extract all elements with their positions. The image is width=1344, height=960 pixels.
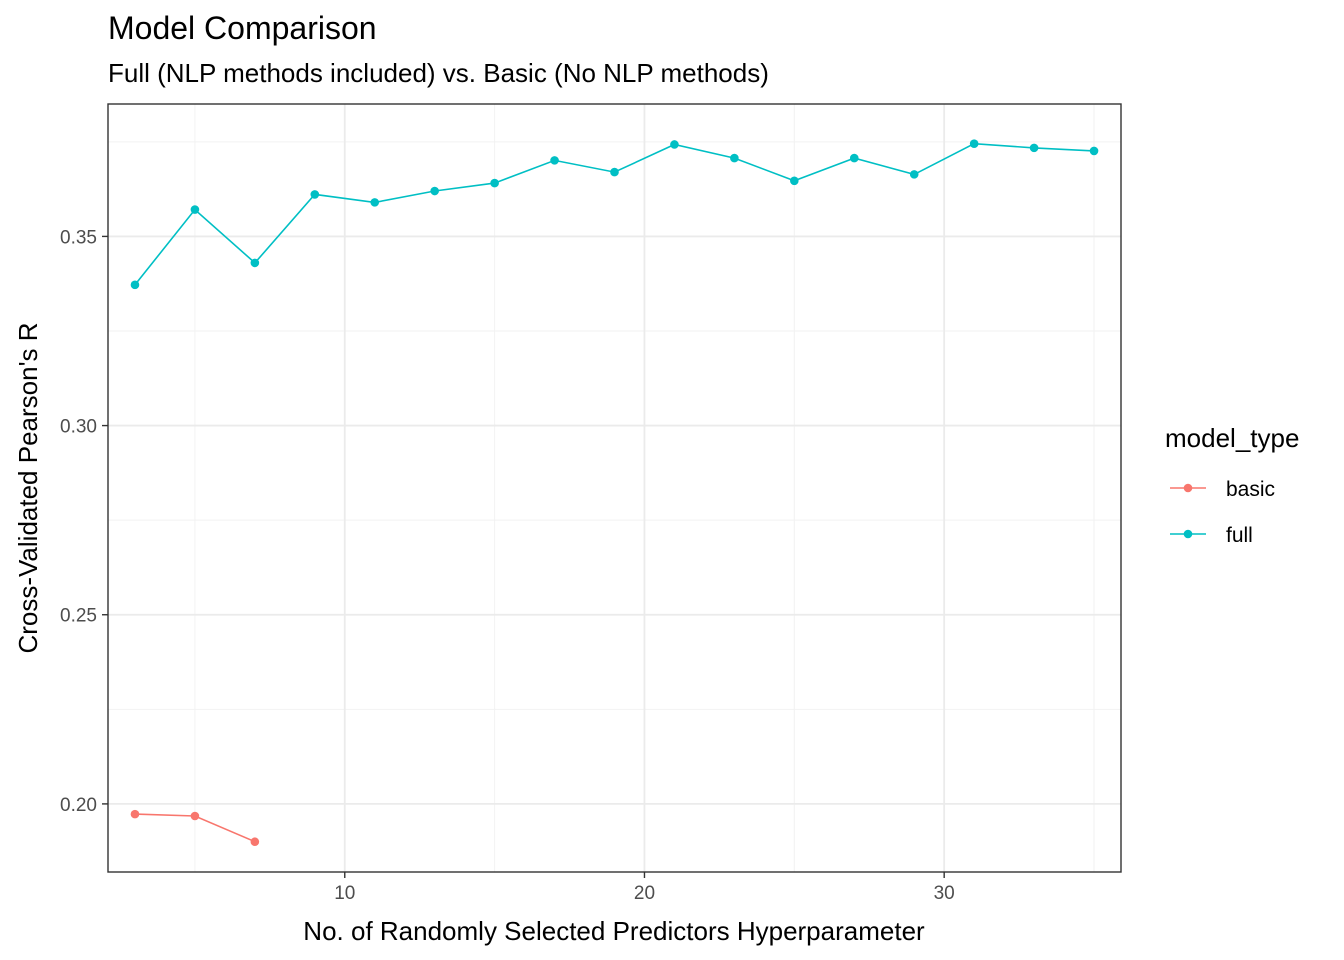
- series-layer: [130, 139, 1099, 847]
- legend-label: full: [1226, 524, 1253, 547]
- data-point-full: [610, 167, 619, 177]
- data-point-full: [490, 178, 499, 188]
- legend: model_type basic full: [1165, 423, 1299, 547]
- data-point-full: [670, 140, 679, 149]
- y-tick-label: 0.35: [60, 227, 97, 248]
- data-point-full: [849, 153, 859, 163]
- legend-label: basic: [1226, 478, 1275, 501]
- x-tick-label: 20: [634, 883, 655, 904]
- data-point-full: [130, 280, 140, 290]
- data-point-full: [1029, 143, 1039, 153]
- x-axis-title: No. of Randomly Selected Predictors Hype…: [303, 916, 925, 946]
- legend-item-basic: basic: [1170, 478, 1275, 501]
- axis-ticks: 10 20 30 0.20 0.25 0.30 0.35: [60, 227, 955, 904]
- series-line-full: [134, 142, 1095, 286]
- legend-item-full: full: [1170, 524, 1253, 547]
- series-full: [130, 139, 1099, 290]
- series-basic: [130, 809, 260, 847]
- legend-title: model_type: [1165, 423, 1299, 453]
- y-axis-title: Cross-Validated Pearson's R: [13, 322, 43, 653]
- chart-title: Model Comparison: [108, 10, 377, 46]
- data-point-full: [250, 258, 260, 268]
- data-point-full: [730, 153, 739, 163]
- data-point-basic: [250, 837, 260, 847]
- data-point-basic: [190, 811, 200, 821]
- data-point-full: [310, 190, 320, 199]
- data-point-full: [430, 186, 439, 196]
- plot-panel-border: [107, 103, 1122, 873]
- data-point-full: [1089, 146, 1099, 156]
- data-point-full: [190, 205, 200, 214]
- legend-key-point: [1183, 483, 1193, 493]
- data-point-full: [550, 156, 559, 165]
- data-point-full: [370, 198, 380, 207]
- y-tick-label: 0.20: [60, 795, 97, 816]
- data-point-full: [969, 139, 979, 149]
- chart-subtitle: Full (NLP methods included) vs. Basic (N…: [108, 58, 769, 88]
- y-tick-label: 0.25: [60, 606, 97, 627]
- data-point-basic: [130, 809, 140, 819]
- y-tick-label: 0.30: [60, 417, 97, 438]
- x-tick-label: 30: [934, 883, 955, 904]
- data-point-full: [909, 170, 919, 179]
- data-point-full: [790, 176, 799, 186]
- x-tick-label: 10: [334, 883, 355, 904]
- legend-key-point: [1183, 529, 1193, 539]
- grid-lines: [108, 104, 1121, 872]
